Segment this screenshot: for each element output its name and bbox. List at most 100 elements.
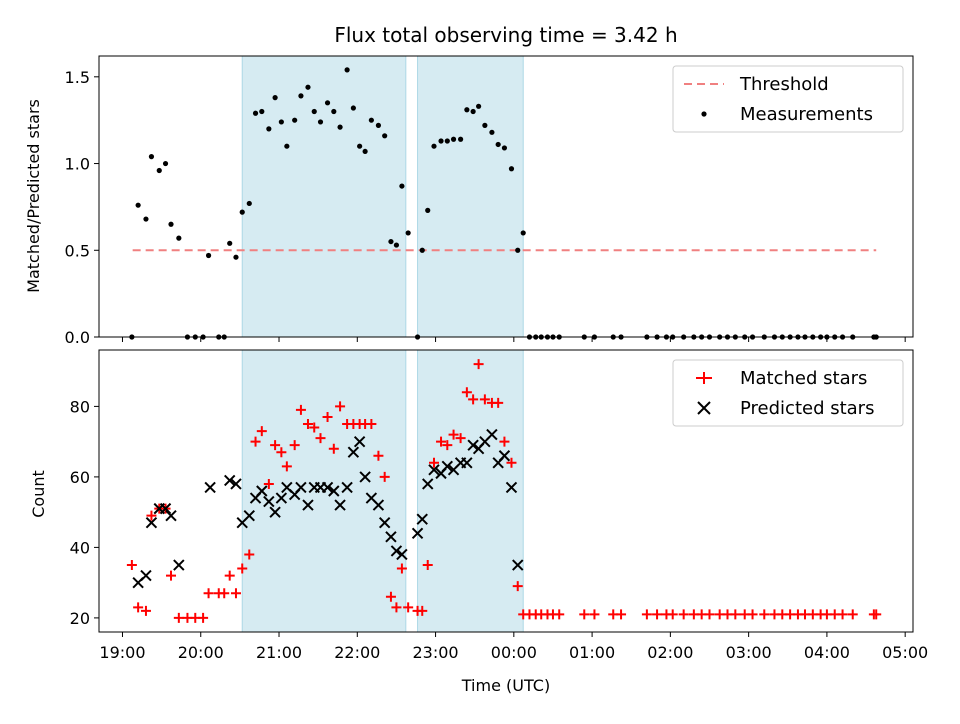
predicted-star-point: [321, 481, 334, 494]
predicted-star-point: [334, 499, 346, 511]
matched-star-point: [417, 605, 428, 616]
predicted-star-point: [396, 548, 408, 561]
x-tick-label: 22:00: [334, 643, 380, 662]
measurement-point: [357, 143, 363, 149]
matched-star-point: [667, 609, 678, 620]
bottom-panel: 20 40 60 80 19:00 20:00 21:00 22:00 23:00 00:00 01…: [70, 349, 928, 662]
matched-star-point: [499, 436, 510, 447]
matched-star-point: [224, 570, 235, 581]
matched-star-point: [203, 588, 214, 599]
measurement-point: [292, 117, 298, 123]
matched-star-point: [276, 447, 287, 458]
measurement-point: [444, 138, 450, 144]
matched-star-point: [704, 609, 715, 620]
measurement-point: [382, 133, 388, 139]
matched-star-point: [473, 359, 484, 370]
measurement-point: [501, 145, 508, 151]
measurement-point: [239, 209, 245, 215]
matched-star-point: [403, 602, 414, 613]
matched-star-point: [270, 440, 281, 451]
predicted-star-point: [467, 439, 479, 451]
measurement-point: [388, 238, 394, 245]
predicted-star-point: [422, 478, 434, 490]
matched-star-point: [391, 602, 402, 613]
measurement-point: [317, 119, 324, 125]
matched-star-point: [554, 609, 565, 620]
bottom-y-tick-label: 40: [70, 538, 90, 557]
matched-star-point: [198, 612, 209, 623]
legend-measurements-label: Measurements: [740, 104, 873, 125]
matched-star-point: [335, 401, 346, 412]
measurement-point: [438, 138, 444, 144]
matched-star-point: [442, 440, 453, 451]
predicted-star-point: [263, 495, 275, 508]
x-tick-label: 02:00: [647, 643, 693, 662]
measurement-point: [419, 247, 425, 253]
x-tick-label: 01:00: [569, 643, 615, 662]
matched-star-point: [166, 570, 177, 581]
measurement-point: [450, 136, 457, 142]
x-tick-label: 23:00: [413, 643, 459, 662]
predicted-star-point: [347, 446, 360, 458]
predicted-star-point: [275, 492, 288, 504]
measurement-point: [284, 143, 290, 149]
predicted-star-point: [378, 517, 391, 529]
measurement-point: [298, 93, 304, 99]
predicted-star-point: [498, 450, 511, 462]
matched-star-point: [641, 609, 652, 620]
measurement-point: [266, 126, 272, 132]
matched-star-point: [309, 422, 320, 433]
measurement-point: [476, 103, 482, 109]
predicted-star-point: [173, 559, 185, 571]
chart-title: Flux total observing time = 3.42 h: [334, 23, 677, 47]
measurement-point: [375, 122, 382, 128]
predicted-star-point: [416, 513, 428, 525]
measurement-point: [143, 216, 149, 222]
measurement-point: [135, 202, 141, 208]
measurement-point: [508, 166, 515, 172]
matched-star-point: [385, 591, 396, 602]
top-shaded-interval-1: [241, 55, 407, 338]
predicted-star-point: [372, 499, 385, 511]
top-panel: 0.0 0.5 1.0 1.5 Threshold Measurements: [65, 55, 914, 347]
measurement-point: [305, 84, 311, 90]
x-tick-label: 20:00: [178, 643, 224, 662]
matched-star-point: [146, 510, 157, 521]
predicted-star-point: [269, 506, 281, 518]
x-tick-label: 03:00: [726, 643, 772, 662]
matched-star-point: [328, 443, 339, 454]
matched-star-point: [126, 560, 137, 571]
matched-star-point: [871, 609, 882, 620]
matched-star-point: [436, 436, 447, 447]
bottom-axes-frame: [98, 349, 914, 633]
measurement-point: [168, 221, 174, 227]
top-y-tick-label: 1.5: [65, 68, 90, 87]
legend-predicted-label: Predicted stars: [740, 398, 874, 419]
predicted-star-point: [256, 485, 268, 497]
measurement-point: [458, 136, 464, 142]
predicted-star-point: [145, 517, 158, 529]
measurement-point: [362, 148, 368, 155]
matched-star-point: [263, 478, 274, 489]
matched-star-point: [479, 394, 490, 405]
measurement-point: [259, 108, 265, 115]
predicted-star-point: [230, 478, 242, 490]
bottom-y-tick-label: 60: [70, 468, 90, 487]
measurement-point: [431, 143, 437, 149]
matched-star-point: [322, 411, 333, 422]
measurement-point: [405, 230, 411, 236]
predicted-star-point: [224, 474, 236, 487]
bottom-y-tick-label: 20: [70, 609, 90, 628]
predicted-star-point: [411, 527, 424, 540]
predicted-star-point: [461, 457, 473, 469]
matched-star-point: [281, 461, 292, 472]
matched-star-point: [747, 609, 758, 620]
matched-star-point: [302, 419, 313, 430]
measurement-point: [205, 252, 212, 259]
legend-predicted-swatch: [697, 401, 711, 415]
measurement-point: [148, 154, 155, 160]
predicted-star-point: [486, 428, 498, 441]
predicted-star-point: [140, 569, 152, 582]
matched-star-point: [244, 549, 255, 560]
